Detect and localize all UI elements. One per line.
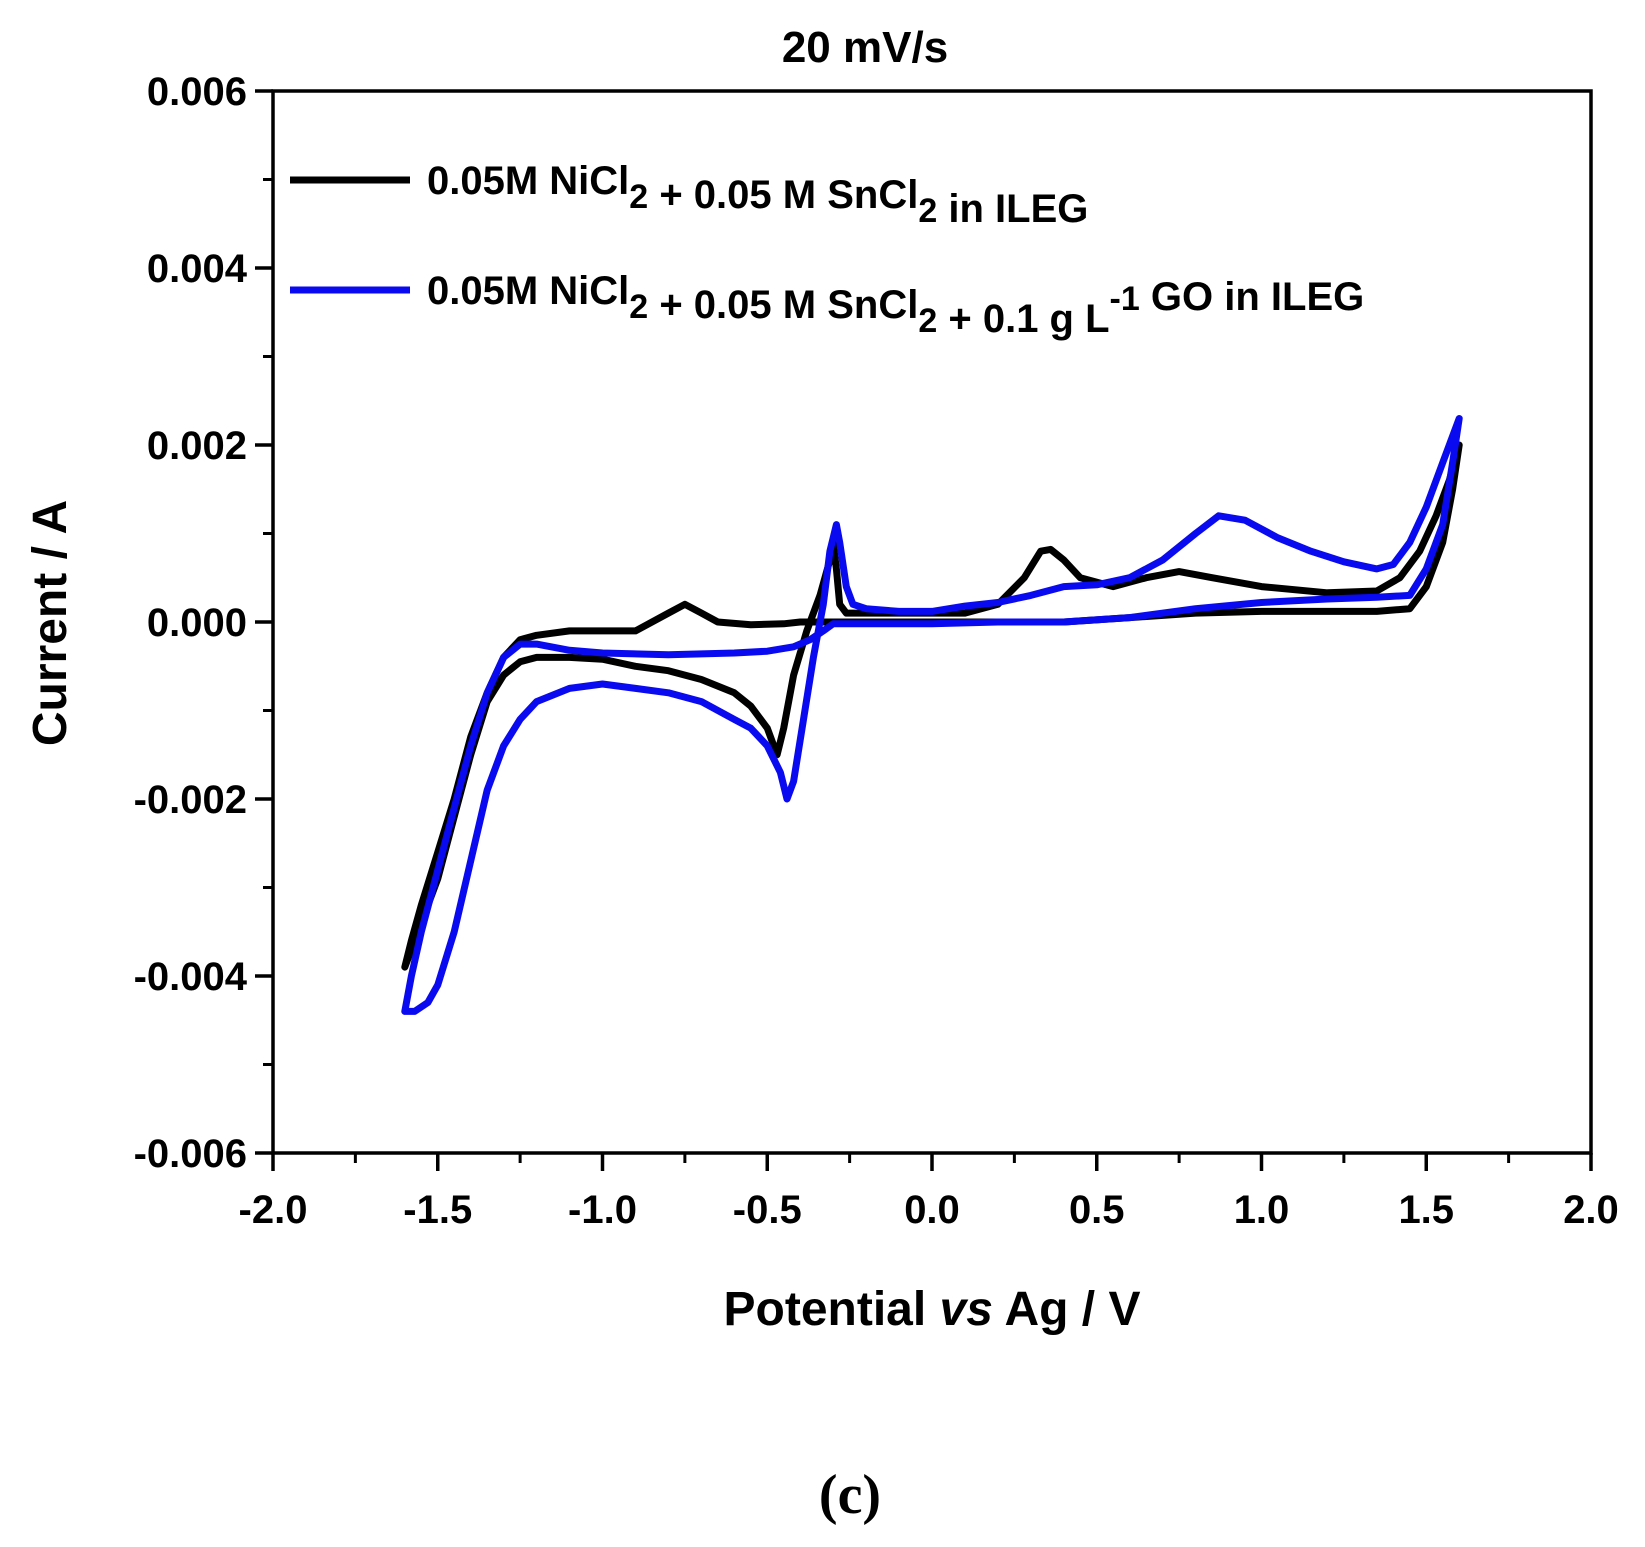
x-tick-label: 0.0: [904, 1188, 960, 1232]
legend-text-part: + 0.05 M SnCl: [648, 283, 918, 327]
x-axis-label-post: Ag / V: [993, 1283, 1141, 1336]
x-tick-label: 1.0: [1234, 1188, 1290, 1232]
series-line-2: [401, 415, 1463, 1015]
legend-label-1: 0.05M NiCl2 + 0.05 M SnCl2 in ILEG: [427, 159, 1088, 231]
legend-text-part: in ILEG: [937, 187, 1088, 231]
legend-text-part: 2: [918, 302, 937, 340]
y-axis-label: Current / A: [24, 500, 77, 746]
x-tick-label: -0.5: [733, 1188, 802, 1232]
x-tick-label: -1.5: [403, 1188, 472, 1232]
y-tick-label: 0.000: [147, 601, 247, 645]
y-tick-label: -0.006: [134, 1132, 247, 1176]
legend-text-part: GO in ILEG: [1140, 275, 1364, 319]
x-axis-label-italic: vs: [940, 1283, 993, 1336]
y-axis: 0.006 0.004 0.002 0.000 -0.002 -0.004 -0.006: [134, 70, 273, 1176]
legend-label-2: 0.05M NiCl2 + 0.05 M SnCl2 + 0.1 g L-1 G…: [427, 269, 1364, 341]
x-tick-label: 0.5: [1069, 1188, 1125, 1232]
x-axis-label: Potential vs Ag / V: [724, 1283, 1141, 1336]
x-tick-label: 2.0: [1563, 1188, 1619, 1232]
x-axis-label-pre: Potential: [724, 1283, 940, 1336]
legend-text-part: 0.05M NiCl: [427, 269, 629, 313]
legend-text-part: + 0.1 g L: [937, 297, 1109, 341]
legend-text-part: 2: [918, 192, 937, 230]
y-tick-label: 0.006: [147, 70, 247, 114]
x-axis: -2.0 -1.5 -1.0 -0.5 0.0 0.5 1.0 1.5 2.0: [239, 1153, 1619, 1232]
legend: 0.05M NiCl2 + 0.05 M SnCl2 in ILEG0.05M …: [290, 159, 1364, 341]
y-tick-label: -0.004: [134, 955, 248, 999]
series-layer: [401, 415, 1463, 1015]
legend-text-part: + 0.05 M SnCl: [648, 173, 918, 217]
legend-text-part: 2: [629, 288, 648, 326]
x-tick-label: -2.0: [239, 1188, 308, 1232]
y-tick-label: 0.002: [147, 424, 247, 468]
y-tick-label: -0.002: [134, 778, 247, 822]
legend-text-part: 0.05M NiCl: [427, 159, 629, 203]
legend-text-part: -1: [1110, 280, 1140, 318]
x-tick-label: 1.5: [1398, 1188, 1454, 1232]
series-line-1: [401, 441, 1463, 971]
chart-title: 20 mV/s: [782, 23, 948, 72]
x-tick-label: -1.0: [568, 1188, 637, 1232]
y-tick-label: 0.004: [147, 247, 248, 291]
panel-label: (c): [819, 1464, 881, 1526]
legend-text-part: 2: [629, 178, 648, 216]
